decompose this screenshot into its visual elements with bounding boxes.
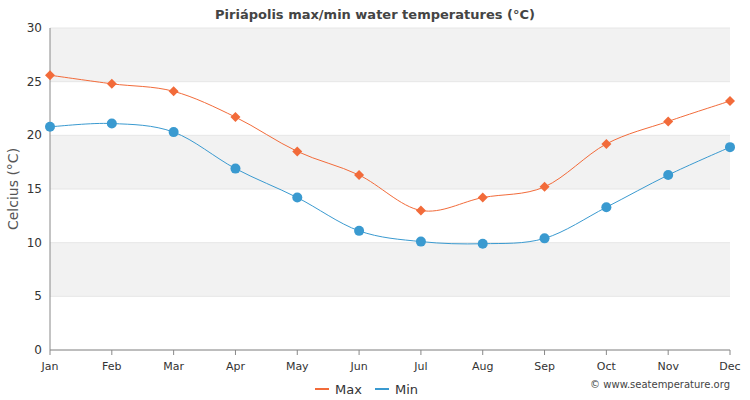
marker bbox=[169, 127, 179, 137]
x-tick bbox=[50, 350, 51, 355]
marker bbox=[478, 193, 488, 203]
marker bbox=[540, 233, 550, 243]
x-tick bbox=[544, 350, 545, 355]
x-tick bbox=[297, 350, 298, 355]
y-tick-label: 5 bbox=[34, 289, 42, 303]
marker bbox=[416, 237, 426, 247]
x-tick-label: Dec bbox=[719, 360, 740, 373]
grid-band bbox=[50, 135, 730, 189]
x-tick-label: Mar bbox=[163, 360, 184, 373]
grid-line bbox=[50, 242, 730, 243]
x-tick-label: Apr bbox=[226, 360, 246, 373]
grid-band bbox=[50, 243, 730, 297]
x-tick bbox=[482, 350, 483, 355]
marker bbox=[292, 193, 302, 203]
x-tick-label: Feb bbox=[102, 360, 121, 373]
y-tick-label: 30 bbox=[27, 21, 42, 35]
y-axis-label: Celcius (°C) bbox=[5, 148, 21, 230]
x-tick bbox=[730, 350, 731, 355]
grid-band bbox=[50, 28, 730, 82]
marker bbox=[725, 96, 735, 106]
x-tick bbox=[111, 350, 112, 355]
marker bbox=[601, 202, 611, 212]
y-tick-label: 0 bbox=[34, 343, 42, 357]
plot-area bbox=[45, 70, 735, 249]
marker bbox=[45, 122, 55, 132]
marker bbox=[416, 205, 426, 215]
x-tick bbox=[420, 350, 421, 355]
marker bbox=[478, 239, 488, 249]
marker bbox=[230, 164, 240, 174]
marker bbox=[663, 170, 673, 180]
grid-line bbox=[50, 189, 730, 190]
legend: Max Min bbox=[315, 382, 418, 397]
marker bbox=[292, 146, 302, 156]
legend-symbol bbox=[375, 388, 389, 390]
marker bbox=[354, 170, 364, 180]
x-tick-label: Aug bbox=[472, 360, 493, 373]
grid-line bbox=[50, 81, 730, 82]
title: Piriápolis max/min water temperatures (°… bbox=[215, 7, 535, 22]
grid-line bbox=[50, 350, 730, 351]
chart: 0 5 10 15 20 25 30 Jan Feb Mar Apr May Jun Jul Aug Sep O… bbox=[0, 0, 750, 400]
x-tick bbox=[235, 350, 236, 355]
x-axis bbox=[50, 350, 730, 351]
marker bbox=[540, 182, 550, 192]
grid-line bbox=[50, 296, 730, 297]
marker bbox=[107, 119, 117, 129]
x-tick-label: Sep bbox=[534, 360, 555, 373]
marker bbox=[601, 139, 611, 149]
marker bbox=[45, 70, 55, 80]
x-tick-label: Nov bbox=[657, 360, 679, 373]
marker bbox=[725, 142, 735, 152]
x-tick bbox=[668, 350, 669, 355]
legend-label: Max bbox=[335, 382, 362, 397]
x-tick-label: May bbox=[286, 360, 309, 373]
marker bbox=[354, 226, 364, 236]
x-tick bbox=[359, 350, 360, 355]
legend-symbol bbox=[315, 388, 329, 390]
x-tick bbox=[606, 350, 607, 355]
series-line bbox=[50, 75, 730, 211]
credit: © www.seatemperature.org bbox=[590, 379, 730, 390]
x-tick-label: Jan bbox=[41, 360, 59, 373]
y-tick-label: 20 bbox=[27, 128, 42, 142]
y-tick-label: 15 bbox=[27, 182, 42, 196]
grid-line bbox=[50, 28, 730, 29]
x-tick-label: Oct bbox=[597, 360, 617, 373]
x-tick bbox=[173, 350, 174, 355]
marker bbox=[107, 79, 117, 89]
y-tick-label: 10 bbox=[27, 236, 42, 250]
marker bbox=[169, 86, 179, 96]
legend-label: Min bbox=[395, 382, 418, 397]
series-line bbox=[50, 123, 730, 244]
marker bbox=[230, 112, 240, 122]
x-tick-label: Jul bbox=[413, 360, 427, 373]
x-tick-label: Jun bbox=[349, 360, 367, 373]
marker bbox=[663, 116, 673, 126]
y-tick-label: 25 bbox=[27, 75, 42, 89]
